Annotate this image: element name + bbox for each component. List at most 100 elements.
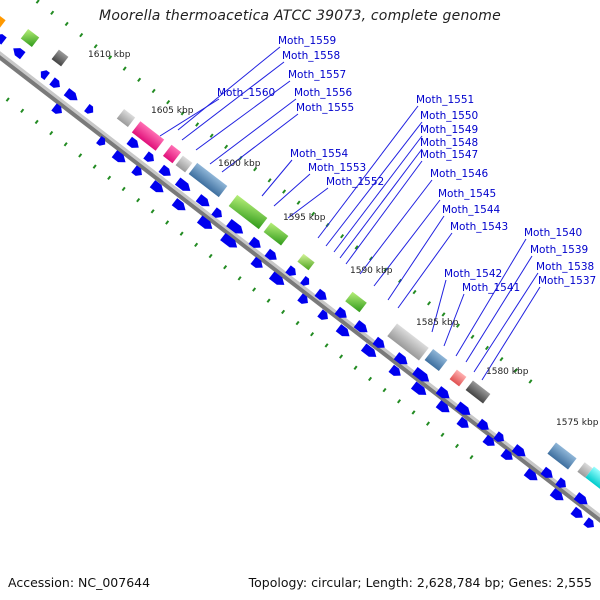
scale-label: 1590 kbp [350, 266, 393, 276]
cds-arrow [143, 151, 154, 162]
tick-mark [150, 209, 155, 214]
gene-label: Moth_1539 [530, 244, 588, 256]
feature-box [116, 108, 136, 128]
tick-mark [20, 108, 25, 113]
cds-arrow [40, 70, 50, 81]
gene-label-line [443, 293, 465, 347]
cds-arrow [435, 386, 450, 399]
cds-arrow [393, 352, 408, 365]
tick-mark [136, 197, 141, 203]
cds-arrow [540, 466, 553, 478]
gene-label: Moth_1546 [430, 168, 489, 180]
cds-arrow [314, 288, 327, 300]
feature-box [0, 14, 6, 30]
gene-label-line [209, 98, 297, 165]
tick-mark [92, 164, 97, 169]
cds-arrow [493, 431, 504, 442]
scale-labels: 1610 kbp 1605 kbp 1600 kbp 1595 kbp 1590 kbp… [88, 50, 599, 428]
gene-label-line [359, 179, 433, 275]
gene-label-line [473, 272, 539, 373]
tick-mark [427, 301, 432, 306]
gene-label: Moth_1549 [420, 124, 478, 136]
tick-mark [296, 200, 301, 205]
tick-mark [324, 343, 329, 348]
tick-mark [237, 276, 242, 281]
cds-arrow [268, 271, 285, 285]
accession-label: Accession: NC_007644 [8, 575, 151, 590]
gene-label: Moth_1538 [536, 261, 594, 273]
cds-arrow [549, 488, 564, 501]
tick-mark [137, 77, 142, 82]
tick-mark [267, 178, 272, 183]
feature-box [297, 253, 315, 271]
cds-arrow [220, 232, 238, 248]
gene-label-line [455, 238, 527, 357]
tick-mark [469, 454, 474, 460]
tick-mark [412, 289, 417, 295]
cds-arrow [555, 477, 566, 488]
tick-marks [5, 0, 533, 460]
tick-mark [50, 10, 55, 15]
feature-box [449, 369, 467, 387]
cds-arrow [454, 401, 471, 415]
gene-label-line [325, 121, 423, 247]
cds-arrow [570, 506, 583, 518]
gene-label: Moth_1540 [524, 227, 582, 239]
cds-arrow [126, 136, 139, 148]
gene-label: Moth_1554 [290, 148, 349, 160]
feature-box [131, 121, 165, 151]
cds-arrow [196, 215, 213, 229]
cds-arrow [573, 492, 588, 505]
tick-mark [64, 21, 69, 27]
cds-arrow [63, 88, 78, 101]
gene-label-line [339, 148, 423, 259]
cds-arrow [435, 400, 450, 413]
tick-mark [209, 133, 214, 138]
cds-arrows [0, 34, 594, 528]
map-title: Moorella thermoacetica ATCC 39073, compl… [99, 8, 501, 24]
cds-arrow [195, 194, 210, 207]
gene-label: Moth_1555 [296, 102, 354, 114]
feature-box [387, 323, 429, 361]
gene-labels: Moth_1559 Moth_1558 Moth_1557 Moth_1560 Moth… [217, 35, 596, 294]
scale-label: 1575 kbp [556, 418, 599, 428]
tick-mark [122, 66, 127, 71]
tick-mark [397, 399, 402, 404]
cds-arrow [285, 265, 296, 276]
cds-arrow [149, 180, 164, 193]
gene-label-line [159, 98, 220, 137]
tick-mark [208, 253, 213, 259]
tick-mark [35, 0, 40, 4]
cds-arrow [174, 177, 191, 191]
cds-arrow [334, 306, 347, 318]
gene-label-line [195, 80, 291, 151]
tick-mark [223, 264, 228, 270]
tick-mark [353, 365, 358, 370]
gene-label: Moth_1558 [282, 50, 340, 62]
tick-mark [266, 298, 271, 303]
tick-mark [369, 256, 374, 261]
gene-label: Moth_1543 [450, 221, 508, 233]
tick-mark [425, 421, 431, 426]
gene-label: Moth_1541 [462, 282, 520, 294]
tick-mark [484, 345, 490, 351]
gene-label: Moth_1557 [288, 69, 346, 81]
tick-mark [513, 368, 518, 373]
scale-label: 1595 kbp [283, 213, 326, 223]
gene-label-line [465, 255, 533, 363]
scale-label: 1610 kbp [88, 50, 131, 60]
gene-label-lines [159, 46, 541, 381]
feature-box [547, 442, 577, 470]
tick-mark [440, 432, 445, 437]
feature-box [188, 162, 228, 198]
tick-mark [253, 166, 258, 172]
tick-mark [34, 119, 39, 125]
cds-arrow [131, 165, 142, 176]
tick-mark [470, 334, 475, 339]
cds-arrow [583, 517, 594, 528]
cds-arrow [456, 416, 469, 428]
tick-mark [224, 144, 229, 150]
tick-mark [5, 97, 10, 102]
cds-arrow [482, 434, 495, 446]
